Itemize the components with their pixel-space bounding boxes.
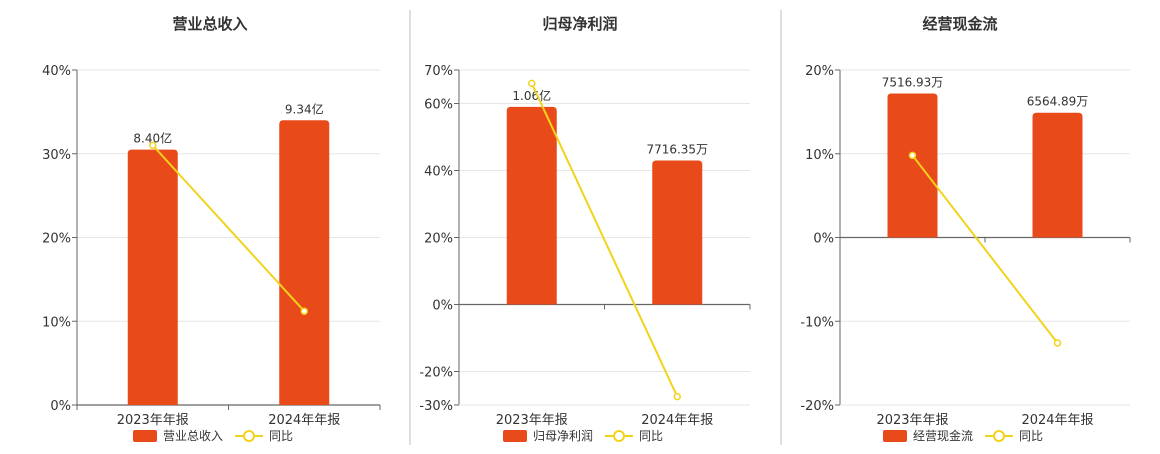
bar	[887, 93, 938, 238]
y-tick-label: 0%	[813, 232, 834, 247]
yoy-line	[152, 144, 305, 312]
y-tick-label: 10%	[42, 315, 71, 330]
yoy-point	[673, 392, 681, 401]
legend-label: 同比	[269, 429, 293, 443]
bar	[279, 120, 330, 405]
bar	[127, 149, 178, 405]
x-category-label: 2023年年报	[876, 413, 948, 428]
bar-data-label: 7516.93万	[882, 75, 944, 89]
y-tick-label: 20%	[805, 64, 834, 79]
yoy-line	[911, 154, 1059, 344]
yoy-point	[149, 141, 157, 150]
y-tick-label: 10%	[805, 148, 834, 163]
bar-data-label: 7716.35万	[646, 142, 708, 156]
y-tick-label: 0%	[50, 399, 71, 414]
bar	[506, 106, 557, 305]
bar-data-label: 1.06亿	[512, 88, 551, 103]
bar-data-label: 6564.89万	[1027, 95, 1089, 109]
bar	[652, 160, 703, 305]
chart-title: 营业总收入	[172, 15, 247, 33]
x-category-label: 2024年年报	[641, 413, 713, 428]
y-tick-label: 0%	[432, 299, 453, 314]
y-tick-label: 30%	[42, 148, 71, 163]
y-tick-label: 60%	[424, 98, 453, 113]
legend-label: 归母净利润	[533, 429, 593, 443]
y-tick-label: 20%	[42, 232, 71, 247]
y-tick-label: 70%	[424, 64, 453, 79]
legend-swatch-bar	[883, 430, 907, 442]
y-tick-label: 40%	[42, 64, 71, 79]
chart-title: 经营现金流	[922, 15, 997, 33]
x-category-label: 2024年年报	[268, 413, 340, 428]
chart-title: 归母净利润	[542, 15, 617, 33]
legend-swatch-bar	[133, 430, 157, 442]
yoy-point	[528, 79, 536, 88]
chart-panel-1: 营业总收入 0% 10% 20% 30% 40% 8.40亿 9.34亿 2023年年报 2024…	[42, 15, 381, 443]
legend-swatch-bar	[503, 430, 527, 442]
yoy-point	[300, 307, 308, 315]
yoy-line	[530, 82, 679, 398]
y-tick-label: -30%	[419, 399, 453, 414]
legend-swatch-point	[993, 430, 1005, 442]
yoy-point	[1053, 339, 1062, 347]
legend-label: 同比	[1019, 429, 1043, 443]
x-category-label: 2023年年报	[117, 413, 189, 428]
bar-data-label: 8.40亿	[133, 131, 172, 146]
y-tick-label: -20%	[800, 399, 834, 414]
bar-data-label: 9.34亿	[285, 101, 324, 116]
legend-swatch-point	[243, 430, 255, 442]
legend-label: 经营现金流	[913, 428, 973, 443]
x-category-label: 2023年年报	[496, 413, 568, 428]
bar	[1032, 112, 1083, 238]
legend-label: 营业总收入	[163, 429, 223, 443]
chart-panel-3: 经营现金流 -20% -10% 0% 10% 20% 7516.93万 6564.89万 202…	[800, 15, 1131, 443]
legend-swatch-point	[613, 430, 625, 442]
y-tick-label: 40%	[424, 165, 453, 180]
y-tick-label: -20%	[419, 366, 453, 381]
x-category-label: 2024年年报	[1021, 413, 1093, 428]
yoy-point	[908, 151, 917, 160]
legend-label: 同比	[639, 429, 663, 443]
chart-panel-2: 归母净利润 -30% -20% 0% 20% 40% 60% 70% 1.06亿 7716.35万…	[419, 15, 751, 443]
y-tick-label: 20%	[424, 232, 453, 247]
y-tick-label: -10%	[800, 315, 834, 330]
